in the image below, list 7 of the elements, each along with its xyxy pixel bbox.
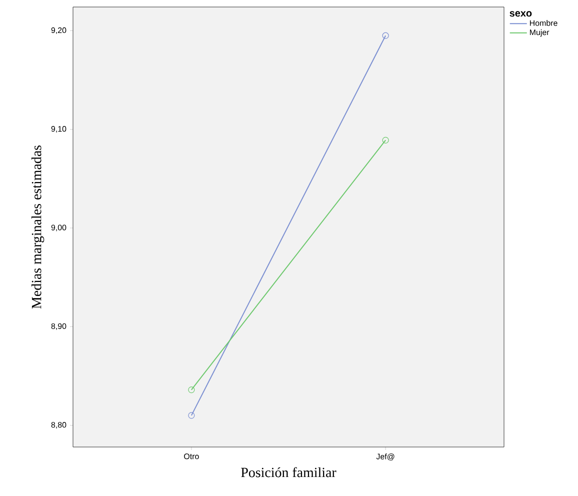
point	[188, 386, 195, 394]
point	[382, 32, 389, 39]
y-axis-title: Medias marginales estimadas	[31, 146, 44, 309]
legend-title: sexo	[510, 11, 532, 17]
point	[188, 412, 195, 419]
point	[382, 136, 389, 144]
x-axis-title: Posición familiar	[241, 467, 336, 478]
